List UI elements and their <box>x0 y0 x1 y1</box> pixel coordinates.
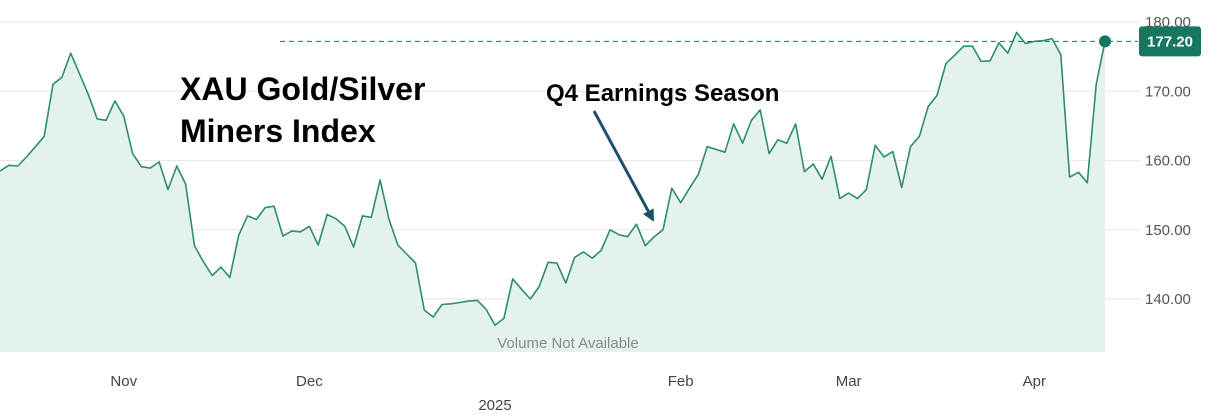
x-tick-label-apr: Apr <box>1023 373 1046 390</box>
y-tick-label: 160.00 <box>1145 153 1191 170</box>
chart-title-line-2: Miners Index <box>180 113 376 149</box>
annotation-label: Q4 Earnings Season <box>546 80 779 107</box>
annotation-arrow <box>592 110 654 222</box>
y-tick-label: 140.00 <box>1145 291 1191 308</box>
x-tick-label-nov: Nov <box>110 373 137 390</box>
price-line <box>0 31 1106 327</box>
x-axis-ticks: Nov Dec Feb Mar Apr <box>110 373 1046 390</box>
last-value-badge: 177.20 <box>1139 26 1201 57</box>
y-tick-label: 150.00 <box>1145 222 1191 239</box>
x-tick-label-mar: Mar <box>836 373 862 390</box>
x-tick-label-dec: Dec <box>296 373 323 390</box>
x-tick-label-feb: Feb <box>668 373 694 390</box>
y-tick-label: 180.00 <box>1145 14 1191 31</box>
y-tick-label: 170.00 <box>1145 83 1191 100</box>
y-axis-ticks: 140.00 150.00 160.00 170.00 180.00 <box>1145 14 1191 308</box>
last-value-label: 177.20 <box>1147 33 1193 50</box>
annotation-arrow-head <box>643 208 654 222</box>
volume-not-available-note: Volume Not Available <box>497 335 638 352</box>
last-value-badge-background <box>1139 26 1201 57</box>
last-price-point[interactable] <box>1099 35 1111 48</box>
x-axis-year-label: 2025 <box>478 397 511 414</box>
price-area-fill <box>0 32 1105 353</box>
chart-title-line-1: XAU Gold/Silver <box>180 71 425 107</box>
annotation-arrow-shaft <box>592 110 650 212</box>
